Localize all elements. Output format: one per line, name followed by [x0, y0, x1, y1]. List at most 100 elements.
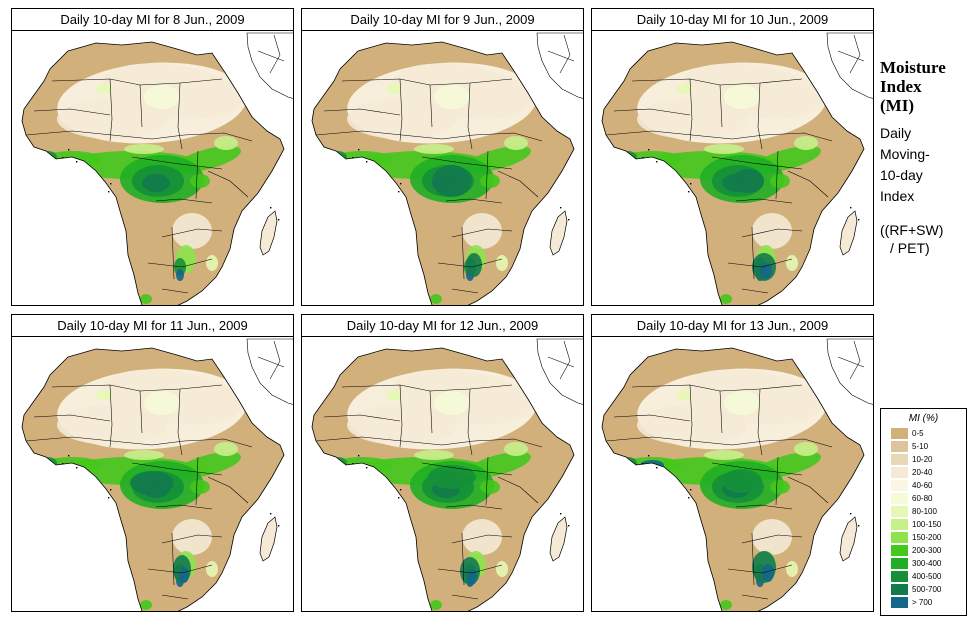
middle-east-outline — [536, 338, 583, 405]
moisture-patch — [190, 174, 210, 188]
moisture-patch — [770, 174, 790, 188]
africa-mi-map — [601, 32, 873, 305]
country-border — [741, 288, 769, 294]
legend-swatch — [891, 428, 908, 439]
country-border — [147, 258, 213, 268]
index-description: Moisture Index (MI) Daily Moving- 10-day… — [880, 58, 972, 257]
country-border — [147, 564, 213, 574]
legend-label: 300-400 — [912, 559, 942, 568]
moisture-patch — [504, 442, 528, 456]
country-border — [25, 436, 153, 446]
legend-swatch — [891, 493, 908, 504]
country-border — [437, 564, 503, 574]
moisture-patch — [732, 169, 764, 193]
moisture-patch — [172, 213, 212, 249]
legend-item: 80-100 — [891, 506, 965, 517]
country-border — [269, 34, 281, 74]
moisture-patch — [760, 263, 772, 279]
panel-title: Daily 10-day MI for 11 Jun., 2009 — [11, 314, 294, 337]
country-border — [155, 504, 213, 510]
legend-item: 5-10 — [891, 441, 965, 452]
moisture-patch — [794, 442, 818, 456]
moisture-patch — [124, 450, 164, 460]
country-border — [559, 34, 571, 74]
country-border — [741, 228, 803, 238]
country-border — [257, 356, 285, 368]
country-border — [33, 414, 111, 422]
desc-line: Index — [880, 188, 915, 204]
island-dot — [642, 157, 644, 159]
legend-label: 100-150 — [912, 520, 942, 529]
moisture-patch — [434, 391, 470, 415]
island-dot — [858, 219, 860, 221]
country-border — [171, 532, 175, 586]
heading-line: (MI) — [880, 96, 914, 115]
legend-title: MI (%) — [908, 413, 939, 424]
index-heading: Moisture Index (MI) — [880, 58, 972, 115]
country-border — [485, 456, 489, 506]
legend-item: 100-150 — [891, 519, 965, 530]
moisture-patch — [430, 600, 442, 610]
middle-east-outline — [536, 32, 583, 99]
country-border — [445, 198, 503, 204]
moisture-patch — [206, 255, 218, 271]
country-border — [399, 384, 403, 448]
africa-coastline — [311, 347, 575, 611]
moisture-patch — [214, 442, 238, 456]
country-border — [25, 130, 153, 140]
country-border — [757, 82, 763, 150]
middle-east-outline — [826, 32, 873, 99]
country-border — [451, 228, 513, 238]
moisture-patch — [430, 294, 442, 304]
formula-line: / PET) — [890, 240, 930, 256]
country-border — [161, 228, 223, 238]
country-border — [719, 390, 723, 434]
legend-label: 5-10 — [912, 442, 929, 451]
island-dot — [688, 497, 690, 499]
country-border — [775, 150, 779, 200]
africa-mi-map — [21, 338, 293, 611]
island-dot — [560, 207, 562, 209]
country-border — [497, 476, 539, 504]
moisture-patch — [724, 391, 760, 415]
desc-line: Moving- — [880, 146, 930, 162]
country-border — [131, 156, 223, 170]
island-dot — [352, 463, 354, 465]
madagascar — [549, 210, 568, 256]
island-dot — [68, 149, 70, 151]
panel-title: Daily 10-day MI for 9 Jun., 2009 — [301, 8, 584, 31]
moisture-patch — [720, 600, 732, 610]
country-border — [151, 132, 253, 142]
color-legend: MI (%) 0-5 5-10 10-20 20-40 40-60 60-80 80-100… — [880, 408, 967, 616]
country-border — [161, 594, 189, 600]
legend-item: 10-20 — [891, 454, 965, 465]
island-dot — [648, 149, 650, 151]
legend-item: 400-500 — [891, 571, 965, 582]
moisture-patch — [96, 390, 112, 400]
country-border — [177, 388, 183, 456]
country-border — [711, 462, 803, 476]
moisture-patch — [190, 480, 210, 494]
panel-title: Daily 10-day MI for 8 Jun., 2009 — [11, 8, 294, 31]
island-dot — [858, 525, 860, 527]
legend-swatch — [891, 467, 908, 478]
country-border — [689, 78, 693, 142]
moisture-patch — [214, 136, 238, 150]
country-border — [421, 156, 513, 170]
island-dot — [850, 207, 852, 209]
island-dot — [358, 455, 360, 457]
map-panel-jun-13: Daily 10-day MI for 13 Jun., 2009 — [591, 314, 874, 612]
legend-label: 150-200 — [912, 533, 942, 542]
country-border — [109, 384, 113, 448]
moisture-patch — [786, 255, 798, 271]
moisture-patch — [722, 469, 762, 493]
moisture-patch — [386, 84, 402, 94]
legend-swatch — [891, 597, 908, 608]
middle-east-outline — [246, 338, 293, 405]
moisture-patch — [462, 213, 502, 249]
moisture-patch — [462, 519, 502, 555]
island-dot — [352, 157, 354, 159]
desc-line: Daily — [880, 125, 912, 141]
legend-label: 500-700 — [912, 585, 942, 594]
moisture-patch — [496, 255, 508, 271]
